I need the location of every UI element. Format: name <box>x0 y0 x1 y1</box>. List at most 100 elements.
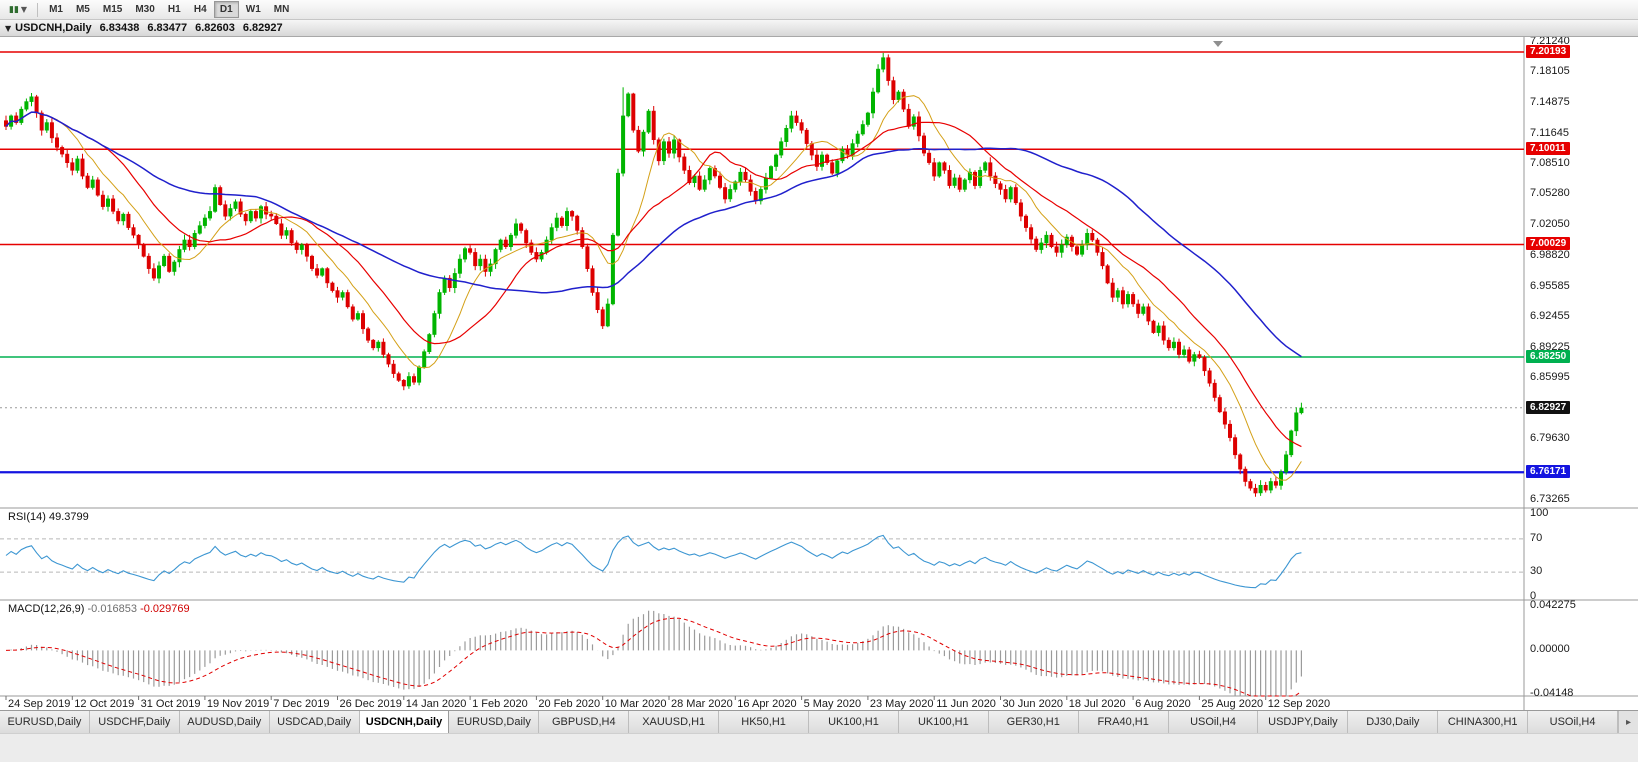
candle-body <box>825 154 830 163</box>
timeframe-button-m30[interactable]: M30 <box>129 1 160 18</box>
candle-body <box>167 255 172 272</box>
candle-body <box>1233 437 1238 456</box>
candle-body <box>804 129 809 144</box>
chart-tab-hk50-h1-8[interactable]: HK50,H1 <box>719 711 810 733</box>
candle-body <box>493 249 498 265</box>
candle-body <box>570 211 575 217</box>
candle-body <box>1258 484 1263 494</box>
candle-body <box>666 141 671 154</box>
candle-body <box>1192 354 1197 362</box>
candle-body <box>641 131 646 152</box>
chart-tab-eurusd-daily-0[interactable]: EURUSD,Daily <box>0 711 90 733</box>
candle-body <box>1202 357 1207 372</box>
chart-tab-audusd-daily-2[interactable]: AUDUSD,Daily <box>179 711 270 733</box>
candle-body <box>575 215 580 231</box>
chart-tab-fra40-h1-12[interactable]: FRA40,H1 <box>1078 711 1169 733</box>
chart-tab-usdjpy-daily-14[interactable]: USDJPY,Daily <box>1258 711 1349 733</box>
chart-shift-marker[interactable] <box>1213 41 1223 47</box>
candle-body <box>529 242 534 253</box>
status-bar <box>0 733 1638 762</box>
chart-tab-gbpusd-h4-6[interactable]: GBPUSD,H4 <box>539 711 630 733</box>
candle-body <box>1039 242 1044 250</box>
candle-body <box>304 244 309 257</box>
candle-body <box>49 122 54 139</box>
candle-body <box>1238 454 1243 470</box>
candle-body <box>1146 306 1151 322</box>
timeframe-button-h1[interactable]: H1 <box>162 1 187 18</box>
chart-tab-usdcad-daily-3[interactable]: USDCAD,Daily <box>269 711 360 733</box>
candle-body <box>503 239 508 247</box>
candle-body <box>253 211 258 219</box>
candle-body <box>1161 325 1166 341</box>
chart-tab-usdcnh-daily-4[interactable]: USDCNH,Daily <box>359 711 450 733</box>
candle-body <box>1003 189 1008 200</box>
chart-tab-xauusd-h1-7[interactable]: XAUUSD,H1 <box>629 711 720 733</box>
candle-body <box>14 115 19 123</box>
chart-tab-uk100-h1-10[interactable]: UK100,H1 <box>898 711 989 733</box>
candle-body <box>768 166 773 179</box>
candle-body <box>462 248 467 260</box>
candle-body <box>564 211 569 226</box>
timeframe-button-w1[interactable]: W1 <box>240 1 267 18</box>
chart-tab-ger30-h1-11[interactable]: GER30,H1 <box>988 711 1079 733</box>
candle-body <box>177 249 182 263</box>
candle-body <box>881 57 886 70</box>
timeframe-button-m1[interactable]: M1 <box>43 1 69 18</box>
chart-tab-list: EURUSD,Daily USDCHF,Daily AUDUSD,Daily USDC… <box>0 711 1619 733</box>
chart-tab-china300-h1-16[interactable]: CHINA300,H1 <box>1438 711 1529 733</box>
candle-body <box>779 141 784 156</box>
candle-body <box>799 122 804 131</box>
candle-body <box>488 263 493 272</box>
candle-body <box>473 252 478 267</box>
candle-body <box>539 252 544 260</box>
candle-body <box>1059 244 1064 253</box>
chart-type-button[interactable]: ▮▮ ▼ <box>4 1 32 18</box>
candle-body <box>315 268 320 276</box>
toolbar-separator <box>37 2 39 17</box>
candle-body <box>554 217 559 228</box>
candle-body <box>218 187 223 206</box>
timeframe-button-d1[interactable]: D1 <box>213 1 239 18</box>
candle-body <box>615 172 620 236</box>
candle-body <box>728 189 733 200</box>
candle-body <box>631 93 636 131</box>
chart-tab-usdchf-daily-1[interactable]: USDCHF,Daily <box>89 711 180 733</box>
candle-body <box>677 139 682 158</box>
candle-body <box>595 292 600 311</box>
candle-body <box>1273 481 1278 486</box>
candle-body <box>967 171 972 181</box>
chart-tab-uk100-h1-9[interactable]: UK100,H1 <box>809 711 899 733</box>
candle-body <box>549 227 554 241</box>
ma-10-line[interactable] <box>5 95 1302 481</box>
candle-body <box>763 177 768 190</box>
timeframe-button-mn[interactable]: MN <box>268 1 296 18</box>
timeframe-button-h4[interactable]: H4 <box>188 1 213 18</box>
candle-body <box>855 133 860 144</box>
candle-body <box>1008 187 1013 200</box>
chart-menu-icon[interactable]: ▼ <box>5 23 12 33</box>
chart-tab-usoil-h4-13[interactable]: USOil,H4 <box>1168 711 1259 733</box>
chart-tab-dj30-daily-15[interactable]: DJ30,Daily <box>1348 711 1439 733</box>
candle-body <box>993 175 998 184</box>
ma-50-line[interactable] <box>5 111 1302 358</box>
candle-body <box>835 160 840 174</box>
timeframe-button-m15[interactable]: M15 <box>97 1 128 18</box>
candle-body <box>411 376 416 383</box>
candle-body <box>1166 339 1171 349</box>
candle-body <box>376 341 381 349</box>
candle-body <box>1294 412 1299 432</box>
timeframes-toolbar: ▮▮ ▼ M1 M5 M15 M30 H1 H4 D1 W1 MN <box>0 0 1638 20</box>
candle-body <box>707 168 712 181</box>
tabs-scroll-right-button[interactable]: ▸ <box>1618 711 1638 733</box>
chart-tab-eurusd-daily-5[interactable]: EURUSD,Daily <box>449 711 540 733</box>
candle-body <box>927 152 932 163</box>
candle-body <box>213 187 218 212</box>
candle-body <box>830 162 835 174</box>
ma-20-line[interactable] <box>5 111 1302 448</box>
candle-body <box>80 158 85 177</box>
chart-tab-usoil-h4-17[interactable]: USOil,H4 <box>1528 711 1619 733</box>
candle-body <box>85 175 90 188</box>
timeframe-button-m5[interactable]: M5 <box>70 1 96 18</box>
candle-body <box>447 277 452 289</box>
